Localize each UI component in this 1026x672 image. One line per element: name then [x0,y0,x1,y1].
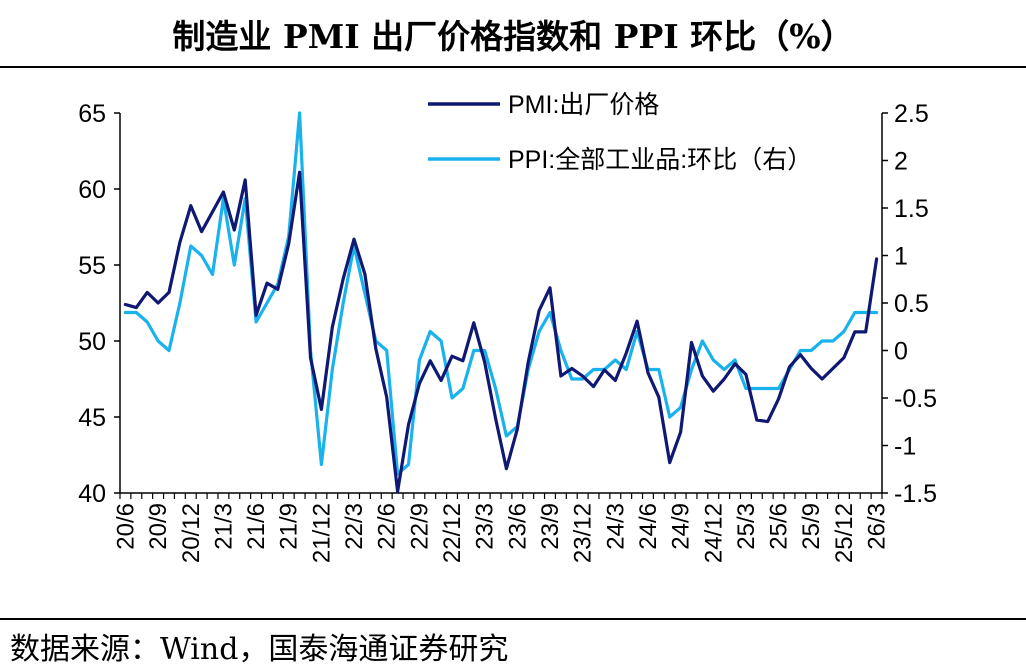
left-axis-ticks: 40 45 50 55 60 65 [78,100,120,508]
x-tick-label: 21/9 [276,503,303,550]
legend-label-ppi: PPI:全部工业品:环比（右） [508,146,812,174]
x-tick-label: 24/3 [602,503,629,550]
pmi-series-line [123,170,879,494]
x-tick-label: 23/12 [570,503,597,563]
x-tick-label: 20/6 [112,503,139,550]
x-tick-label: 25/3 [733,503,760,550]
left-tick-label: 40 [78,480,106,508]
x-tick-label: 20/12 [178,503,205,563]
right-tick-label: 2 [894,148,908,176]
legend: PMI:出厂价格 PPI:全部工业品:环比（右） [428,91,812,174]
right-tick-label: 1.5 [894,195,929,223]
right-tick-label: 0 [894,338,908,366]
x-tick-label: 22/9 [406,503,433,550]
x-tick-label: 21/3 [210,503,237,550]
x-tick-label: 22/12 [439,503,466,563]
series-lines [123,111,879,494]
legend-label-pmi: PMI:出厂价格 [508,91,659,119]
x-tick-label: 22/6 [374,503,401,550]
x-axis-ticks: 20/6 20/9 20/12 21/3 21/6 21/9 21/12 22/3 22/6 22… [112,493,891,563]
left-tick-label: 60 [78,176,106,204]
chart-title: 制造业 PMI 出厂价格指数和 PPI 环比（%） [172,17,854,56]
x-tick-label: 21/6 [243,503,270,550]
right-axis-ticks: -1.5 -1 -0.5 0 0.5 1 1.5 2 2.5 [882,100,937,508]
x-tick-label: 25/6 [766,503,793,550]
right-tick-label: 0.5 [894,290,929,318]
title-divider [0,66,1026,68]
x-tick-label: 26/3 [864,503,891,550]
x-tick-label: 24/6 [635,503,662,550]
right-tick-label: -1.5 [894,480,937,508]
right-tick-label: 2.5 [894,100,929,128]
x-tick-label: 24/9 [668,503,695,550]
x-tick-label: 23/9 [537,503,564,550]
left-tick-label: 65 [78,100,106,128]
x-tick-label: 23/3 [472,503,499,550]
x-tick-label: 25/9 [798,503,825,550]
x-tick-label: 25/12 [831,503,858,563]
x-tick-label: 24/12 [700,503,727,563]
x-tick-label: 21/12 [308,503,335,563]
right-tick-label: -1 [894,433,916,461]
x-tick-label: 22/3 [341,503,368,550]
x-tick-label: 23/6 [504,503,531,550]
left-tick-label: 55 [78,252,106,280]
line-chart: 40 45 50 55 60 65 -1.5 -1 -0.5 0 0.5 1 1.5 2 2.5 20/6… [78,91,937,563]
right-tick-label: 1 [894,243,908,271]
left-tick-label: 45 [78,404,106,432]
source-note: 数据来源：Wind，国泰海通证券研究 [10,632,509,667]
right-tick-label: -0.5 [894,385,937,413]
footer-divider [0,618,1026,620]
x-tick-label: 20/9 [145,503,172,550]
left-tick-label: 50 [78,328,106,356]
